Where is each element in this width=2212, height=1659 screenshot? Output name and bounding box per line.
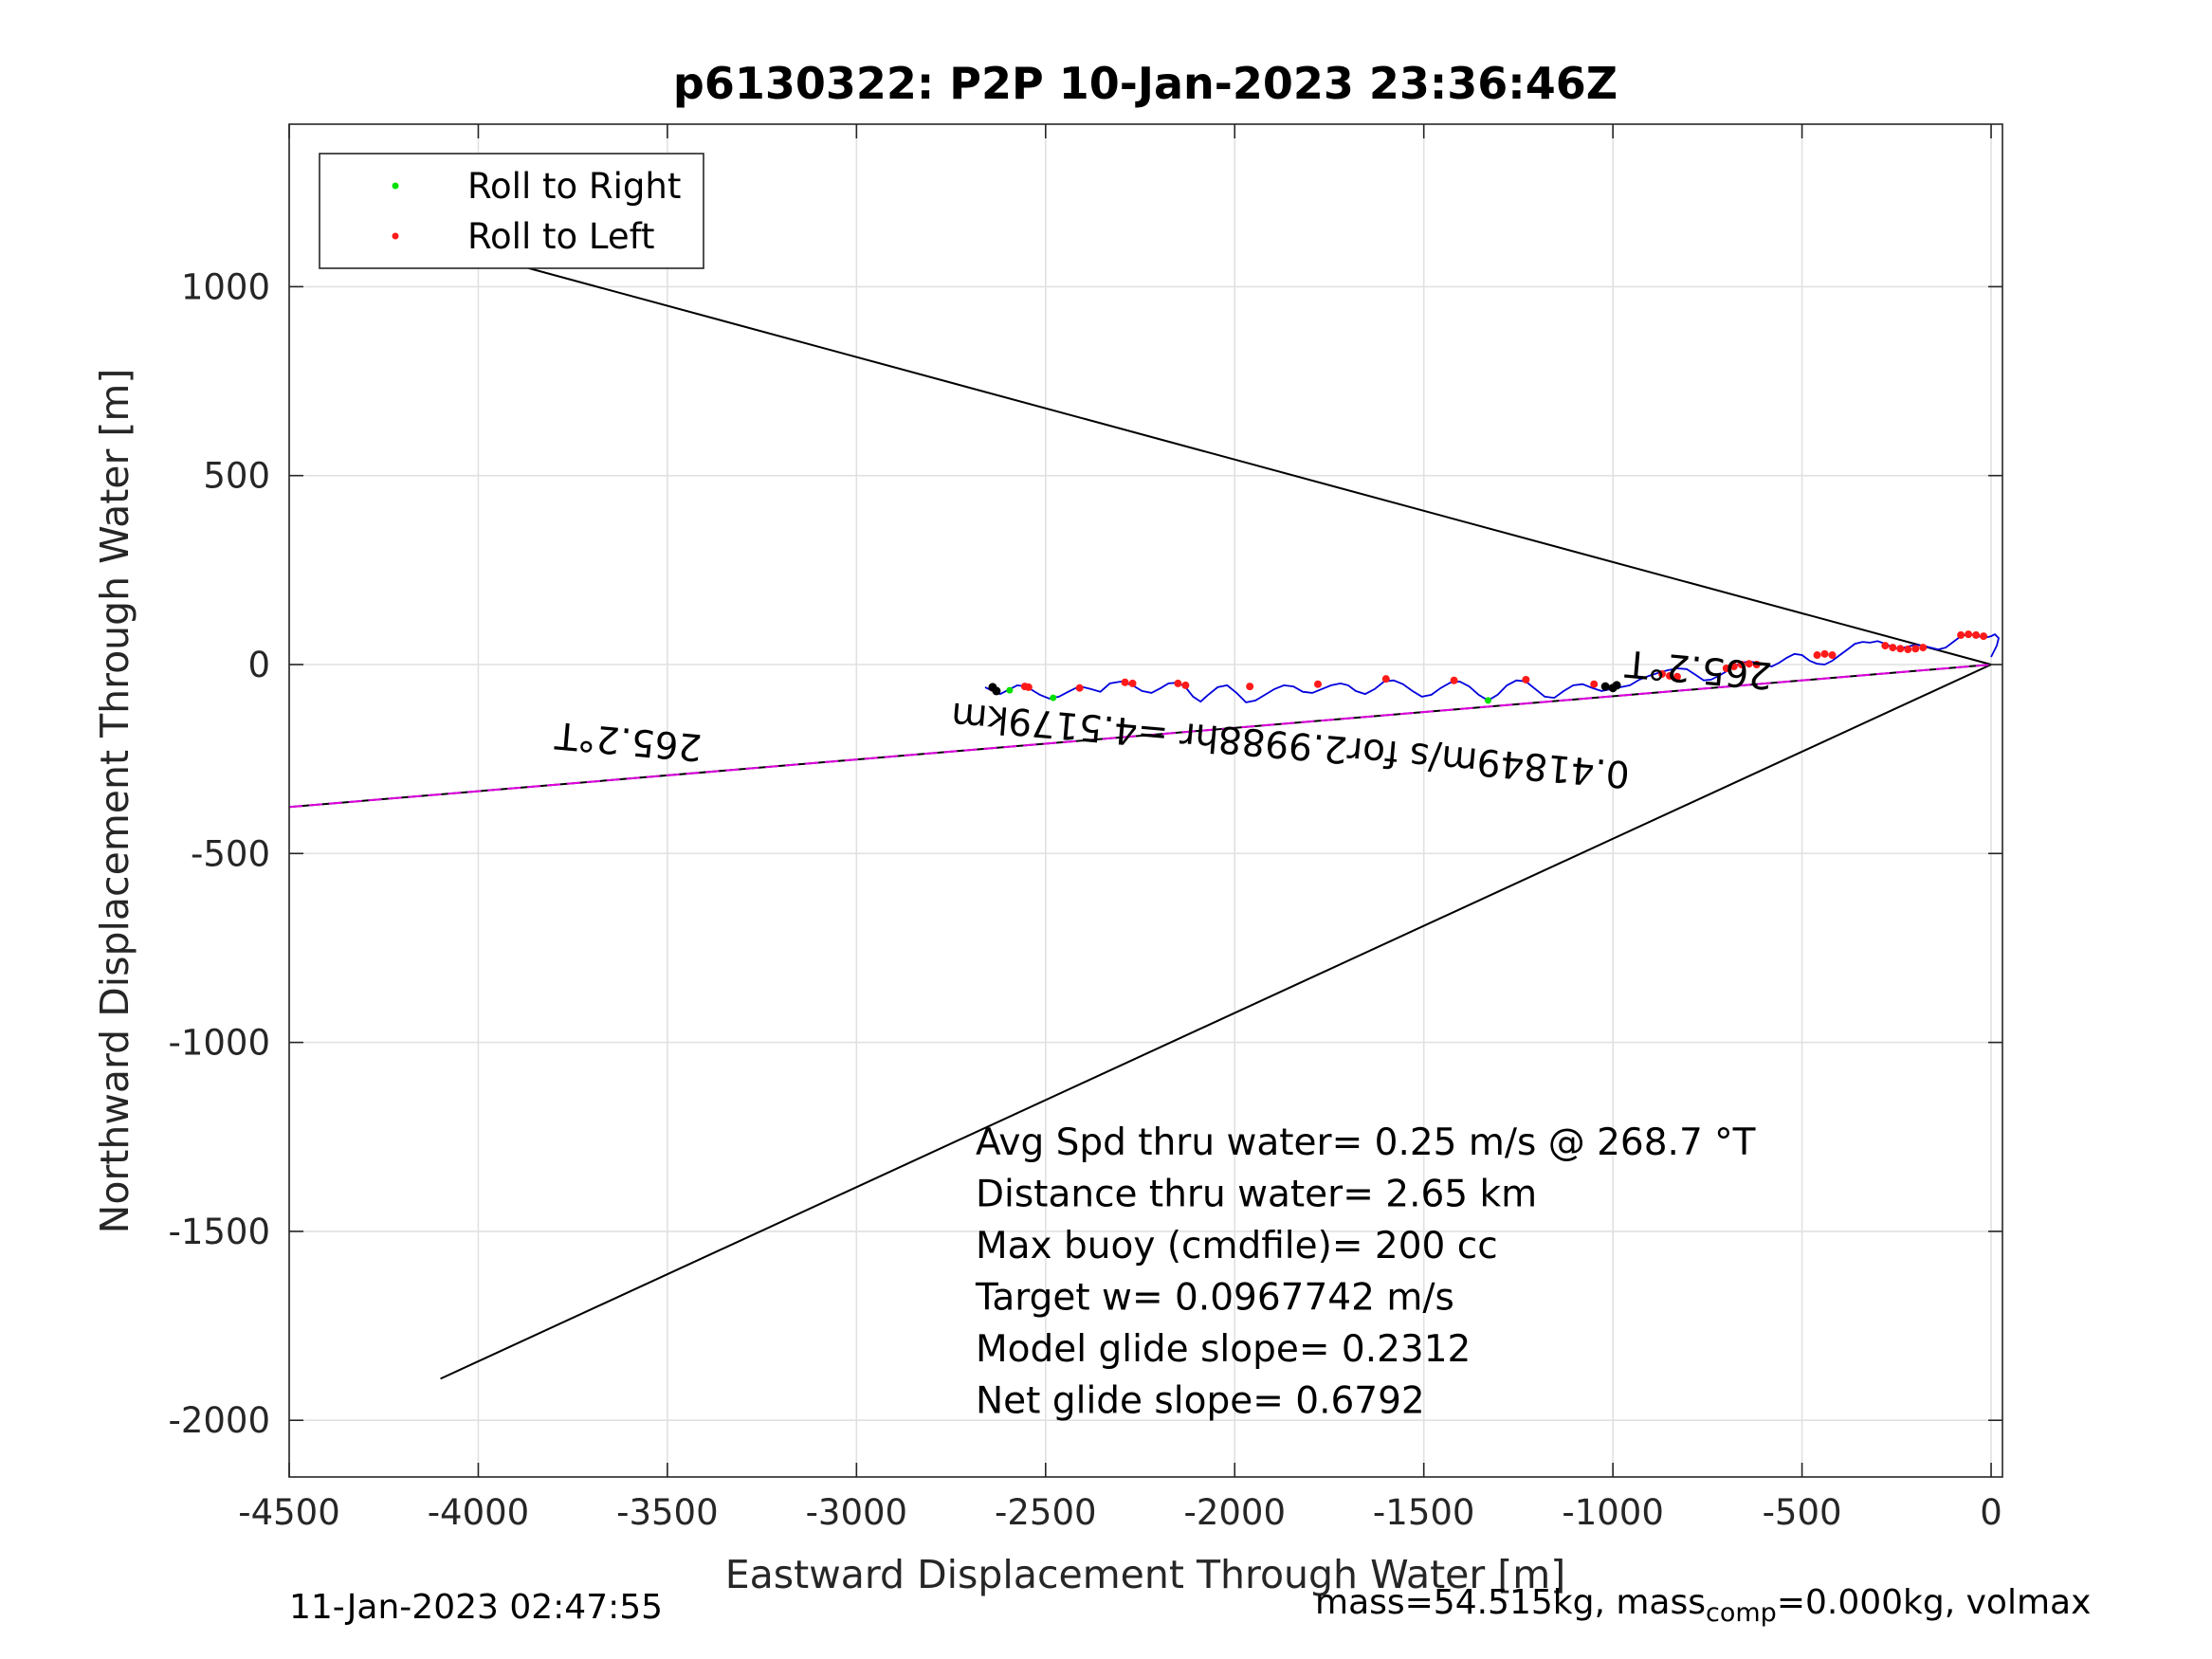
roll-right-point [1485,697,1492,704]
plot-frame [288,123,2003,1478]
footer-mass-prefix: mass=54.515kg, mass [1315,1583,1706,1622]
y-axis-label: Northward Displacement Through Water [m] [92,369,137,1234]
roll-left-point [1722,664,1730,672]
roll-left-point [1673,672,1681,681]
stats-line: Distance thru water= 2.65 km [976,1174,1537,1216]
roll-left-point [1024,683,1033,691]
roll-left-point [1980,632,1988,641]
roll-left-point [1657,669,1666,678]
x-tick-label: -4000 [428,1492,530,1533]
roll-left-point [1972,630,1981,639]
x-axis-label: Eastward Displacement Through Water [m] [725,1552,1565,1597]
roll-right-point [1006,686,1014,694]
x-tick-label: -500 [1763,1492,1842,1533]
x-tick-label: -3000 [806,1492,908,1533]
plot-area [289,124,2002,1477]
black-point [1612,681,1621,690]
x-tick-label: 0 [1980,1492,2002,1533]
footer-timestamp: 11-Jan-2023 02:47:55 [289,1588,664,1627]
roll-left-point [1881,642,1890,650]
legend-marker [392,182,399,190]
black-point [1600,682,1610,691]
legend-box [319,153,704,269]
roll-left-point [1174,679,1182,687]
x-tick-label: -3500 [616,1492,719,1533]
roll-left-point [1075,684,1084,692]
roll-left-point [1313,680,1322,688]
stats-line: Avg Spd thru water= 0.25 m/s @ 268.7 °T [976,1121,1756,1164]
roll-left-point [1957,630,1965,639]
roll-right-point [1050,694,1057,702]
stats-block: Avg Spd thru water= 0.25 m/s @ 268.7 °T D… [975,1121,1756,1423]
series [289,217,2000,1380]
stats-line: Max buoy (cmdfile)= 200 cc [976,1225,1498,1267]
footer-mass-sub: comp [1706,1598,1777,1629]
roll-left-point [1181,681,1190,689]
ticks: -4500 -4000 -3500 -3000 -2500 -2000 -1500 -1000… [168,124,2002,1533]
roll-left-point [1450,676,1458,684]
roll-left-point [1246,683,1254,691]
black-point [992,686,1001,696]
legend-marker [392,232,399,240]
y-tick-label: 1000 [181,266,270,307]
footer-mass: mass=54.515kg, masscomp=0.000kg, volmax [1315,1583,2091,1628]
roll-left-point [1820,649,1829,658]
roll-left-point [1737,661,1746,669]
stats-line: Target w= 0.0967742 m/s [975,1277,1454,1320]
roll-left-point [1381,675,1390,684]
x-tick-label: -1500 [1373,1492,1475,1533]
roll-left-point [1889,644,1897,652]
roll-left-point [1828,651,1837,660]
grid [288,124,2002,1477]
roll-left-point [1896,645,1905,653]
roll-left-point [1911,645,1920,653]
x-tick-label: -2500 [995,1492,1097,1533]
roll-left-point [1665,671,1673,680]
y-tick-label: 500 [203,456,270,497]
y-tick-label: -1000 [168,1023,270,1064]
bearing-line [345,217,1992,665]
roll-left-point [1904,646,1912,654]
footer-mass-suffix: =0.000kg, volmax [1776,1583,2092,1622]
stats-line: Model glide slope= 0.2312 [976,1328,1471,1371]
y-tick-label: 0 [247,645,270,685]
roll-left-point [1128,679,1137,687]
roll-left-point [1965,630,1973,639]
roll-left-point [1752,661,1761,669]
roll-left-point [1729,662,1738,670]
x-tick-label: -1000 [1562,1492,1664,1533]
x-tick-label: -2000 [1183,1492,1286,1533]
chart-title: p6130322: P2P 10-Jan-2023 23:36:46Z [673,58,1618,109]
roll-left-point [1813,651,1821,660]
y-tick-label: -2000 [168,1400,270,1441]
y-tick-label: -1500 [168,1212,270,1252]
roll-left-point [1121,678,1129,686]
legend-label: Roll to Right [467,166,681,207]
bearing-line [440,664,1992,1380]
y-tick-label: -500 [191,833,270,874]
x-tick-label: -4500 [238,1492,340,1533]
legend-label: Roll to Left [467,216,655,257]
legend: Roll to Right Roll to Left [319,153,704,269]
bearing-line-dashed [289,664,1992,809]
roll-left-point [1522,675,1530,684]
roll-left-point [1919,644,1928,652]
stats-line: Net glide slope= 0.6792 [976,1380,1425,1423]
track-line [984,633,2000,703]
roll-left-point [1590,680,1599,688]
roll-left-point [1745,660,1753,668]
